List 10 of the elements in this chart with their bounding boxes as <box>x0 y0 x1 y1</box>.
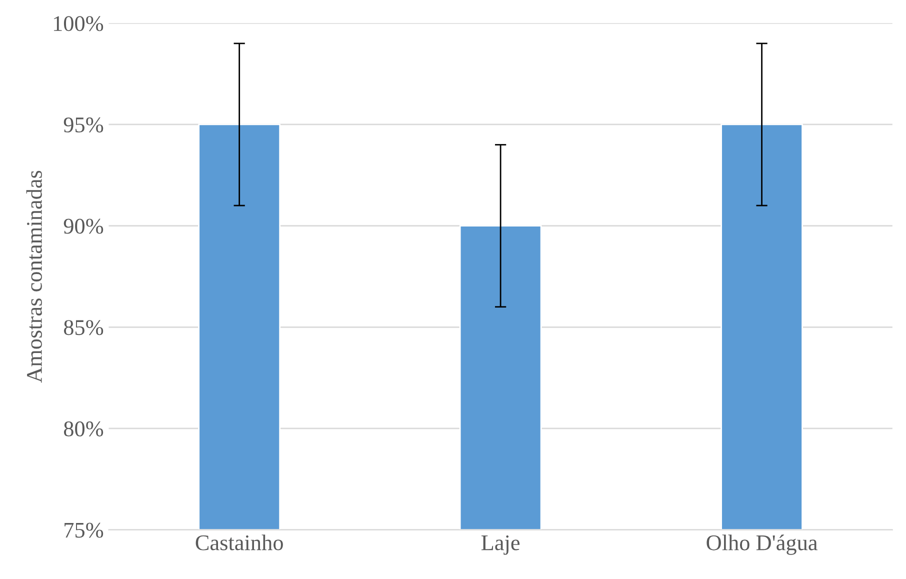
y-axis-title: Amostras contaminadas <box>26 170 42 383</box>
y-tick-label: 85% <box>64 320 104 336</box>
y-tick-label: 80% <box>64 421 104 436</box>
x-tick-label: Laje <box>481 535 520 555</box>
y-tick-label: 90% <box>64 218 104 234</box>
y-tick-label: 100% <box>54 16 104 32</box>
y-tick-label: 95% <box>64 117 104 132</box>
x-tick-label: Olho D'água <box>706 534 818 555</box>
y-tick-label: 75% <box>64 522 104 538</box>
x-tick-label: Castainho <box>196 534 283 550</box>
